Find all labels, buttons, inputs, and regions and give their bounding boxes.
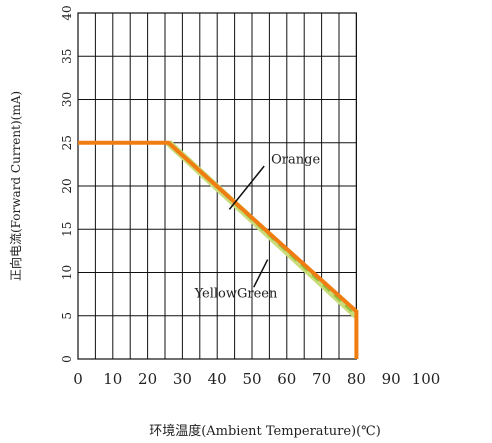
annotation-yellowgreen: YellowGreen <box>194 287 278 302</box>
y-tick-label: 5 <box>60 312 74 320</box>
annotation-leader-yellowgreen <box>253 259 269 288</box>
x-tick-label: 0 <box>73 370 83 388</box>
y-tick-label: 30 <box>60 92 74 107</box>
y-tick-label: 20 <box>60 178 74 193</box>
x-tick-label: 40 <box>208 370 227 388</box>
annotation-leader-orange <box>228 165 265 210</box>
x-tick-label: 100 <box>412 370 441 388</box>
y-tick-labels: 0 5 10 15 20 25 30 35 40 <box>60 5 74 362</box>
x-tick-label: 60 <box>277 370 296 388</box>
chart-grid <box>77 12 357 360</box>
y-tick-label: 15 <box>60 222 74 237</box>
x-tick-labels: 0 10 20 30 40 50 60 70 80 90 100 <box>73 370 440 388</box>
x-tick-label: 20 <box>138 370 157 388</box>
y-tick-label: 25 <box>60 135 74 150</box>
y-tick-label: 35 <box>60 49 74 64</box>
annotation-orange: Orange <box>271 153 320 168</box>
chart-series <box>78 140 359 359</box>
series-line-orange <box>78 140 359 359</box>
x-axis-title: 环境温度(Ambient Temperature)(℃) <box>149 423 381 439</box>
x-tick-label: 80 <box>347 370 366 388</box>
y-axis-title: 正向电流(Forward Current)(mA) <box>8 91 23 281</box>
chart-annotations: Orange YellowGreen <box>194 153 321 302</box>
plot-frame <box>77 12 357 360</box>
x-tick-label: 30 <box>173 370 192 388</box>
x-tick-label: 90 <box>382 370 401 388</box>
x-tick-label: 50 <box>242 370 261 388</box>
y-tick-label: 10 <box>60 265 74 280</box>
x-tick-label: 10 <box>103 370 122 388</box>
x-tick-label: 70 <box>312 370 331 388</box>
y-tick-label: 40 <box>60 5 74 20</box>
y-tick-label: 0 <box>60 355 74 363</box>
